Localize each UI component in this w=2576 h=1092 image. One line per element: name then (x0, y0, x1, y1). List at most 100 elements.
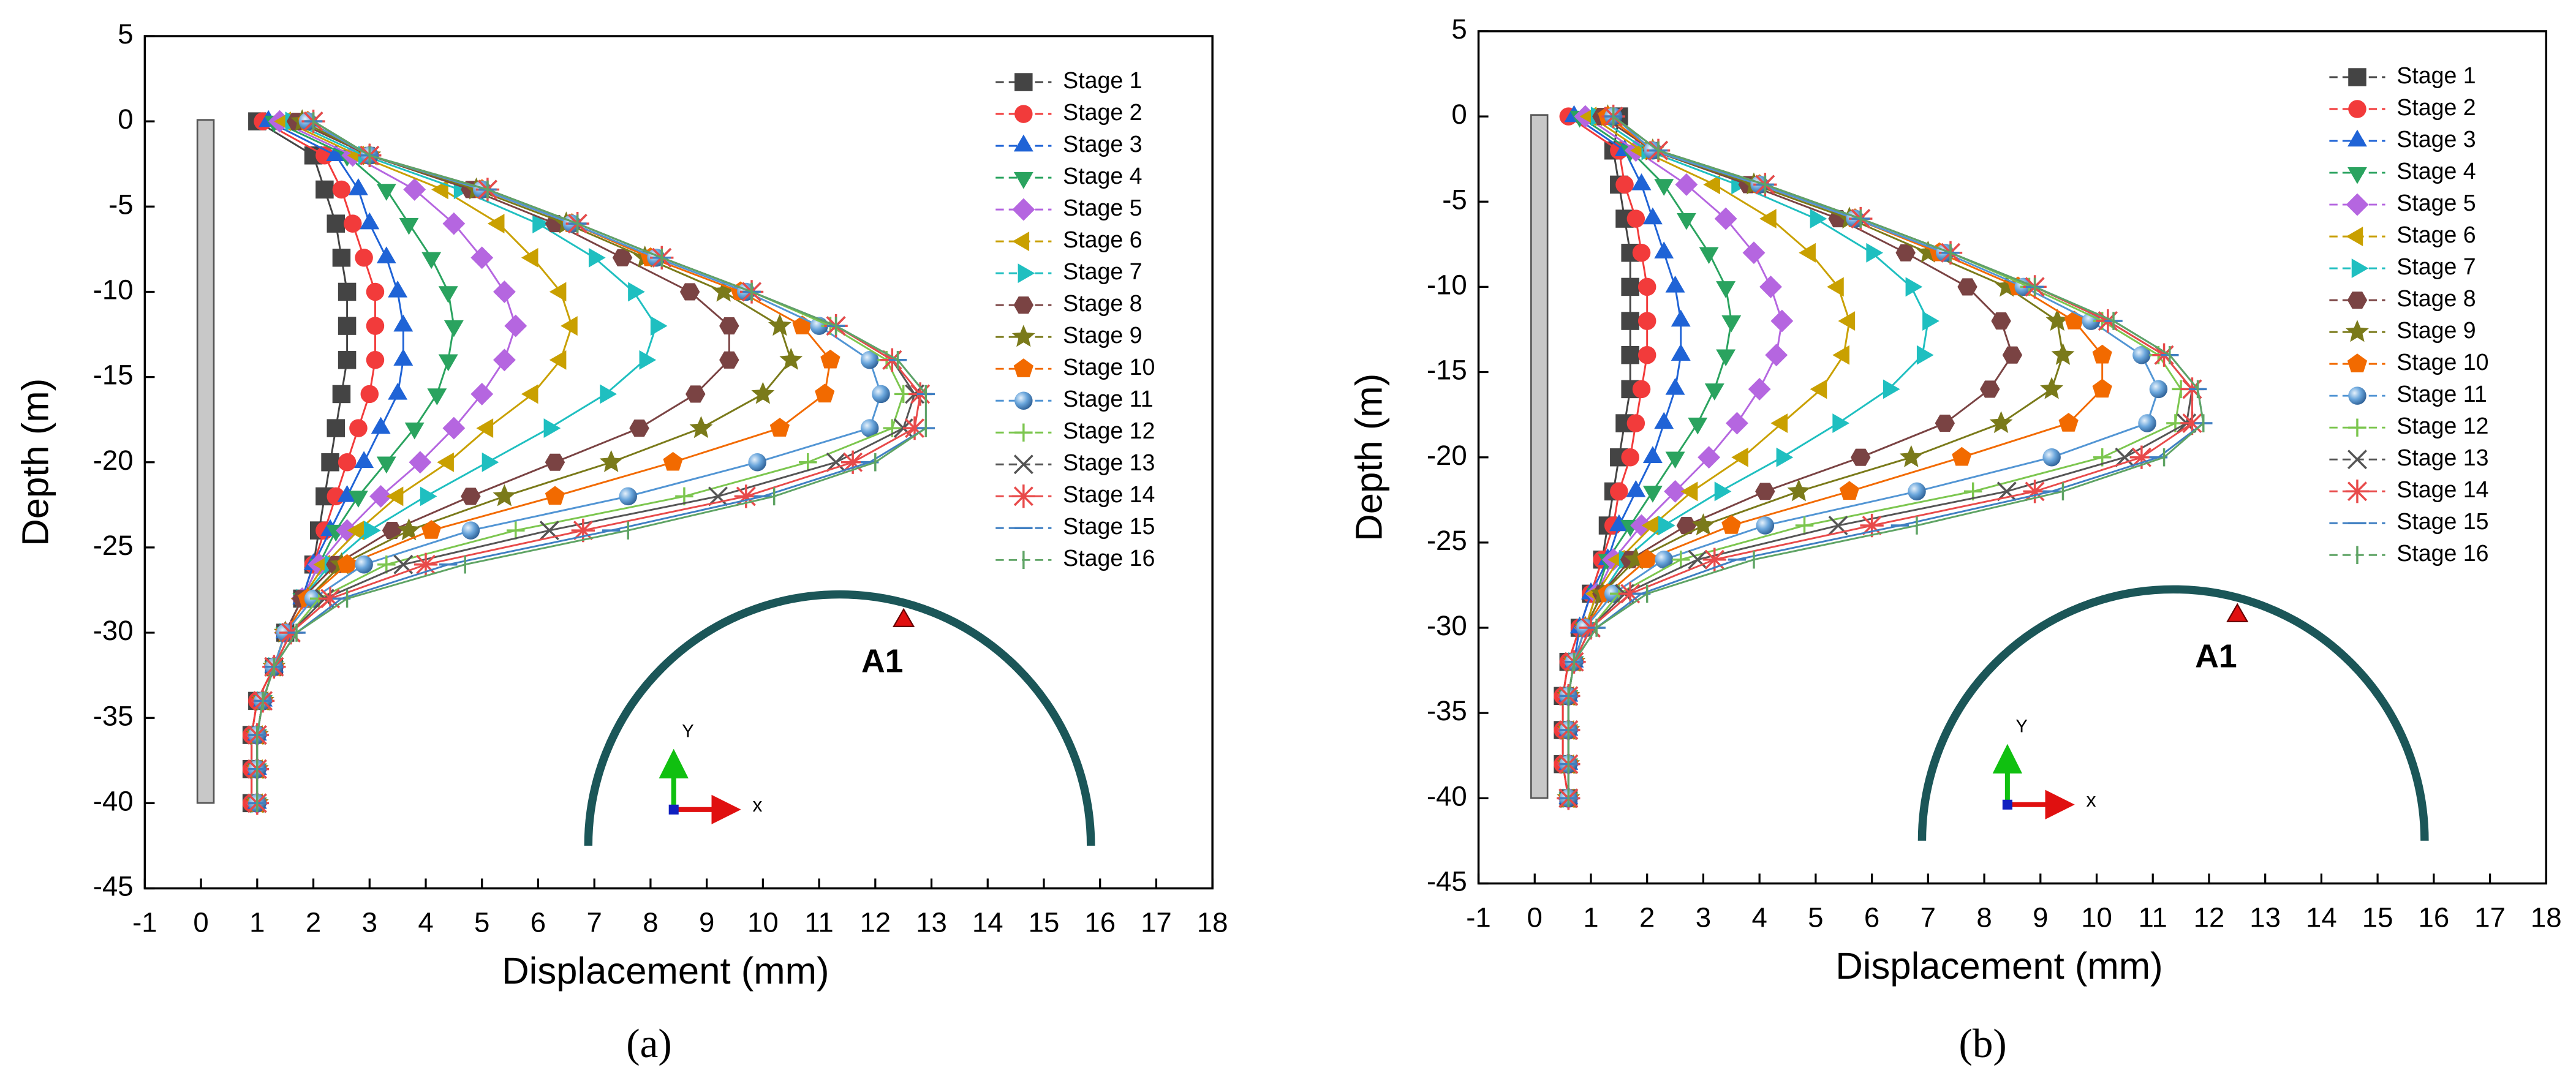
marker (1827, 277, 1844, 297)
marker (1641, 516, 1659, 535)
marker (1698, 446, 1721, 469)
marker (470, 383, 494, 405)
marker (599, 450, 623, 472)
x-tick-label: 5 (474, 907, 489, 938)
marker (2092, 378, 2112, 398)
marker (2129, 445, 2154, 469)
marker (344, 214, 362, 233)
legend-label: Stage 1 (2397, 62, 2476, 88)
x-tick-label: 10 (747, 907, 779, 938)
marker (354, 451, 374, 468)
marker (1621, 448, 1639, 467)
marker (1899, 445, 1923, 467)
marker (338, 351, 357, 369)
panel-label: (b) (1959, 1021, 2007, 1066)
y-tick-label: -40 (1427, 780, 1467, 811)
marker (1742, 241, 1766, 265)
marker (1664, 480, 1686, 503)
legend-label: Stage 14 (2397, 476, 2488, 502)
x-tick-label: 8 (1976, 902, 1992, 933)
marker (349, 419, 368, 437)
marker (1632, 380, 1651, 399)
marker (629, 420, 649, 437)
marker (1676, 516, 1697, 535)
marker (751, 382, 775, 404)
marker (1787, 479, 1811, 502)
marker (337, 484, 357, 502)
marker (386, 486, 404, 506)
x-tick-label: 7 (587, 907, 602, 938)
marker (366, 351, 385, 369)
marker (348, 178, 368, 195)
marker (1626, 209, 1645, 228)
marker (1922, 311, 1940, 331)
marker (2132, 345, 2151, 364)
legend-label: Stage 3 (1063, 131, 1142, 157)
x-tick-label: 15 (1029, 907, 1060, 938)
x-tick-label: 1 (249, 907, 265, 938)
marker (414, 552, 438, 576)
marker (360, 385, 379, 404)
legend-marker (1013, 296, 1034, 314)
marker (521, 384, 538, 404)
marker (326, 144, 346, 162)
legend-label: Stage 7 (2397, 254, 2476, 279)
marker (902, 416, 927, 440)
marker (318, 587, 342, 611)
marker (338, 453, 357, 472)
marker (437, 452, 454, 472)
marker (1770, 309, 1794, 333)
x-tick-label: 1 (1583, 902, 1598, 933)
x-tick-label: 13 (2249, 902, 2281, 933)
marker (1665, 275, 1685, 293)
marker (442, 212, 466, 235)
marker (476, 418, 494, 439)
legend-marker (1011, 484, 1035, 508)
icon-label-x: x (752, 794, 762, 816)
marker (571, 518, 595, 543)
marker (1860, 513, 1884, 538)
marker (1676, 213, 1696, 230)
x-tick-label: 15 (2362, 902, 2393, 933)
legend-label: Stage 7 (1063, 258, 1142, 284)
x-tick-label: 8 (643, 907, 658, 938)
marker (376, 184, 396, 201)
legend-label: Stage 16 (2397, 540, 2488, 566)
marker (348, 491, 368, 508)
x-tick-label: 2 (306, 907, 321, 938)
x-tick-label: 14 (2306, 902, 2337, 933)
marker (549, 282, 567, 302)
legend-label: Stage 8 (1063, 290, 1142, 316)
y-tick-label: -15 (1427, 355, 1467, 386)
marker (1991, 312, 2011, 330)
legend-marker (1013, 358, 1033, 377)
icon-label-y: Y (2015, 717, 2028, 737)
legend-marker (2347, 292, 2368, 309)
legend-label: Stage 5 (2397, 190, 2476, 216)
legend-label: Stage 15 (2397, 508, 2488, 534)
x-axis-title: Displacement (mm) (502, 950, 829, 992)
marker (860, 419, 879, 437)
marker (1691, 513, 1715, 536)
y-tick-label: -30 (93, 615, 134, 646)
marker (438, 354, 458, 372)
marker (768, 314, 791, 336)
legend-marker (2347, 353, 2368, 372)
x-tick-label: 11 (2139, 902, 2167, 933)
legend-label: Stage 9 (1063, 322, 1142, 348)
icon-label-y: Y (682, 721, 694, 742)
marker (815, 383, 835, 403)
x-tick-label: 7 (1921, 902, 1936, 933)
y-tick-label: 5 (118, 18, 133, 50)
marker (504, 314, 527, 337)
marker (420, 486, 437, 506)
marker (1637, 277, 1656, 296)
legend-marker (2348, 100, 2366, 118)
marker (872, 385, 890, 404)
legend-label: Stage 11 (2397, 381, 2487, 407)
marker (2040, 377, 2064, 399)
marker (708, 486, 728, 506)
marker (1699, 247, 1719, 265)
legend-label: Stage 3 (2397, 126, 2476, 152)
marker (619, 487, 637, 506)
